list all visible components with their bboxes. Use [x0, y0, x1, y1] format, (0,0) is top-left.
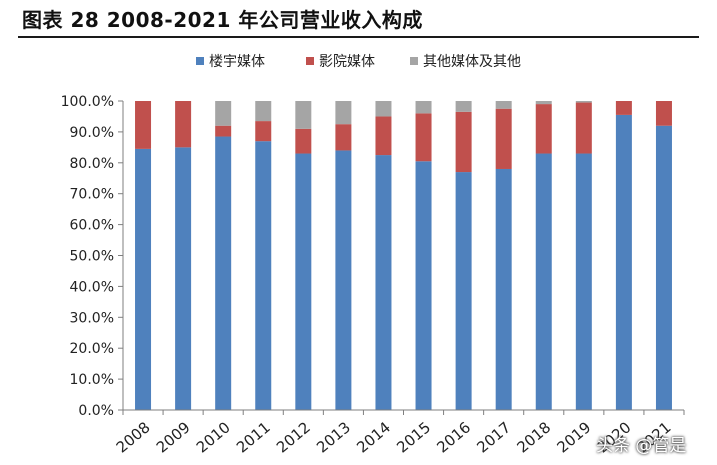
bar-2018-series-2	[535, 104, 552, 154]
bar-2019-series-2	[575, 102, 592, 154]
bar-2018-series-3	[535, 101, 552, 105]
y-tick-label: 20.0%	[70, 341, 114, 357]
bar-2015-series-1	[415, 161, 432, 410]
bar-2021-series-1	[655, 125, 672, 410]
bars	[135, 101, 672, 411]
bar-2019-series-3	[575, 101, 592, 103]
bar-2018-series-1	[535, 153, 552, 410]
bar-2014-series-2	[375, 116, 392, 156]
bar-2019-series-1	[575, 153, 592, 410]
bar-2016-series-1	[455, 172, 472, 410]
bar-2013-series-1	[335, 150, 352, 410]
legend-label: 楼宇媒体	[209, 54, 265, 70]
bar-2009-series-2	[175, 101, 192, 148]
legend-item-1: 楼宇媒体	[196, 54, 265, 70]
legend: 楼宇媒体 影院媒体 其他媒体及其他	[196, 54, 521, 70]
bar-2008-series-2	[135, 101, 152, 149]
y-tick-label: 30.0%	[70, 310, 114, 326]
x-tick-label: 2011	[233, 418, 274, 456]
bar-2016-series-3	[455, 101, 472, 112]
bar-2010-series-3	[215, 101, 232, 126]
legend-swatch	[410, 57, 418, 65]
legend-item-2: 影院媒体	[306, 54, 375, 70]
x-tick-label: 2008	[113, 418, 154, 456]
x-tick-label: 2018	[513, 418, 554, 456]
y-tick-label: 80.0%	[70, 156, 114, 172]
bar-2017-series-1	[495, 168, 512, 410]
x-tick-label: 2017	[473, 418, 514, 456]
bar-2010-series-1	[215, 136, 232, 410]
bar-2013-series-3	[335, 101, 352, 125]
bar-2012-series-3	[295, 101, 312, 129]
x-tick-label: 2015	[393, 418, 434, 456]
legend-label: 影院媒体	[319, 54, 375, 70]
bar-2016-series-2	[455, 111, 472, 173]
bar-2013-series-2	[335, 124, 352, 151]
bar-2021-series-2	[655, 101, 672, 126]
title-underline	[18, 36, 699, 38]
bar-2010-series-2	[215, 125, 232, 137]
bar-2014-series-1	[375, 155, 392, 410]
y-tick-label: 40.0%	[70, 279, 114, 295]
legend-item-3: 其他媒体及其他	[410, 54, 521, 70]
y-tick-label: 60.0%	[70, 218, 114, 234]
legend-swatch	[306, 57, 314, 65]
bar-2011-series-2	[255, 121, 272, 142]
y-tick-label: 100.0%	[61, 94, 114, 110]
y-tick-label: 70.0%	[70, 187, 114, 203]
x-tick-label: 2016	[433, 418, 474, 456]
bar-2009-series-1	[175, 147, 192, 410]
x-tick-label: 2009	[153, 418, 194, 456]
bar-2012-series-1	[295, 153, 312, 410]
bar-2011-series-3	[255, 101, 272, 122]
bar-2020-series-1	[615, 114, 632, 410]
bar-2017-series-3	[495, 101, 512, 109]
bar-2015-series-3	[415, 101, 432, 114]
bar-2014-series-3	[375, 101, 392, 117]
bar-2015-series-2	[415, 113, 432, 162]
y-axis: 0.0% 10.0% 20.0% 30.0% 40.0% 50.0% 60.0% 70.0% 8…	[61, 94, 124, 419]
chart-title: 图表 28 2008-2021 年公司营业收入构成	[22, 8, 423, 32]
bar-2008-series-1	[135, 148, 152, 410]
x-tick-label: 2013	[313, 418, 354, 456]
y-tick-label: 50.0%	[70, 249, 114, 265]
bar-2012-series-2	[295, 128, 312, 154]
y-tick-label: 90.0%	[70, 125, 114, 141]
legend-label: 其他媒体及其他	[423, 54, 521, 70]
y-tick-label: 10.0%	[70, 372, 114, 388]
x-tick-label: 2019	[554, 418, 595, 456]
bar-2017-series-2	[495, 108, 512, 169]
x-tick-label: 2010	[193, 418, 234, 456]
x-tick-label: 2012	[273, 418, 314, 456]
watermark: 头条 @管是	[596, 436, 687, 456]
legend-swatch	[196, 57, 204, 65]
x-tick-label: 2014	[353, 418, 394, 456]
y-tick-label: 0.0%	[78, 403, 114, 419]
bar-2011-series-1	[255, 141, 272, 411]
bar-2020-series-2	[615, 101, 632, 115]
